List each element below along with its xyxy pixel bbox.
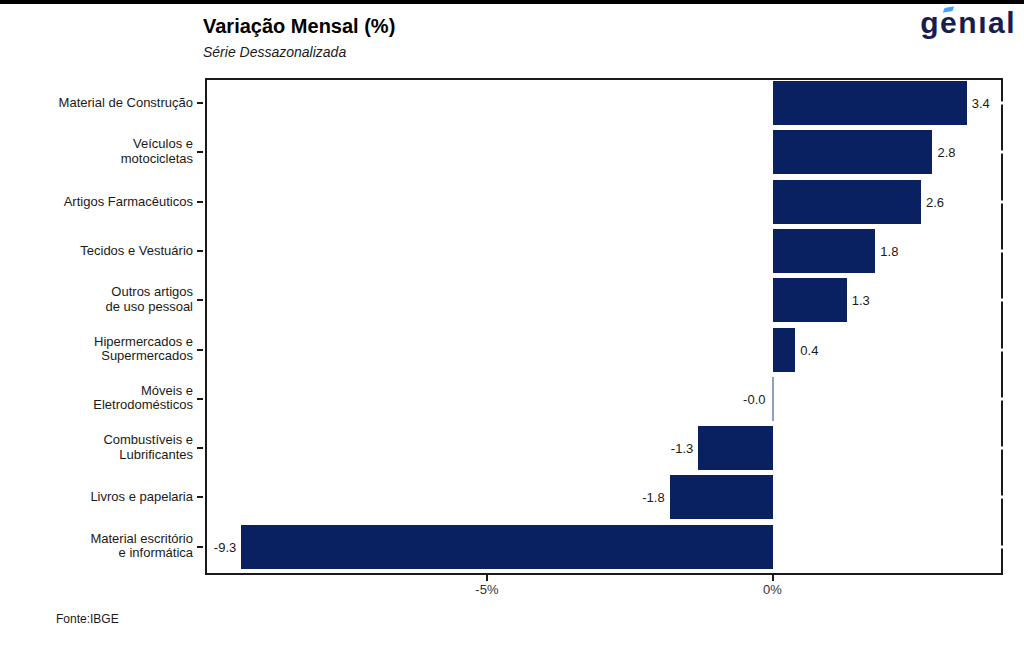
y-axis-tick [197,447,203,449]
value-label: 3.4 [972,96,990,111]
x-axis-tick-label: -5% [475,582,498,597]
y-axis-tick [197,151,203,153]
y-axis-tick [197,201,203,203]
y-axis-tick [197,299,203,301]
value-label: -0.0 [743,391,765,406]
right-border-notch [1001,397,1003,400]
category-label: Móveis e Eletrodomésticos [0,384,193,413]
right-border-notch [1001,249,1003,252]
x-axis-tick [486,575,488,581]
bar [773,229,876,273]
y-axis-labels: Material de Construção Veículos e motocic… [0,0,193,652]
category-label: Material escritório e informática [0,532,193,561]
category-label: Veículos e motocicletas [0,138,193,167]
x-axis-tick [772,575,774,581]
value-label: -9.3 [214,539,236,554]
y-axis-tick [197,250,203,252]
right-border-notch [1001,496,1003,499]
bar [773,130,933,174]
plot-panel: 3.4 2.8 2.6 1.8 1.3 0.4 -0.0 -1.3 -1.8 -9.3 [205,78,1003,575]
bar [772,377,774,421]
y-axis-tick [197,398,203,400]
right-border-notch [1001,348,1003,351]
bar [773,180,922,224]
chart-title: Variação Mensal (%) [203,15,395,38]
category-label: Outros artigos de uso pessoal [0,286,193,315]
y-axis-tick [197,546,203,548]
bar [698,426,772,470]
y-axis-tick [197,102,203,104]
right-border-notch [1001,545,1003,548]
value-label: 0.4 [800,342,818,357]
bar [773,328,796,372]
category-label: Tecidos e Vestuário [0,244,193,259]
value-label: -1.8 [642,490,664,505]
value-label: 1.3 [852,293,870,308]
category-label: Hipermercados e Supermercados [0,335,193,364]
value-label: -1.3 [671,441,693,456]
value-label: 2.6 [926,194,944,209]
bar [670,475,773,519]
bar [241,525,772,569]
right-border-notch [1001,447,1003,450]
y-axis-tick [197,496,203,498]
x-axis-tick-label: 0% [763,582,782,597]
page: Variação Mensal (%) Série Dessazonalizad… [0,0,1024,652]
bar [773,278,847,322]
source-note: Fonte:IBGE [56,612,119,626]
value-label: 1.8 [880,243,898,258]
bar [773,81,967,125]
category-label: Artigos Farmacêuticos [0,194,193,209]
logo-text: genıal [920,6,1016,39]
right-border-notch [1001,299,1003,302]
y-axis-tick [197,349,203,351]
category-label: Livros e papelaria [0,490,193,505]
category-label: Combustíveis e Lubrificantes [0,434,193,463]
right-border-notch [1001,200,1003,203]
category-label: Material de Construção [0,96,193,111]
value-label: 2.8 [937,145,955,160]
right-border-notch [1001,102,1003,105]
right-border-notch [1001,151,1003,154]
chart-subtitle: Série Dessazonalizada [203,44,346,60]
genial-logo: genıal [920,6,1016,46]
